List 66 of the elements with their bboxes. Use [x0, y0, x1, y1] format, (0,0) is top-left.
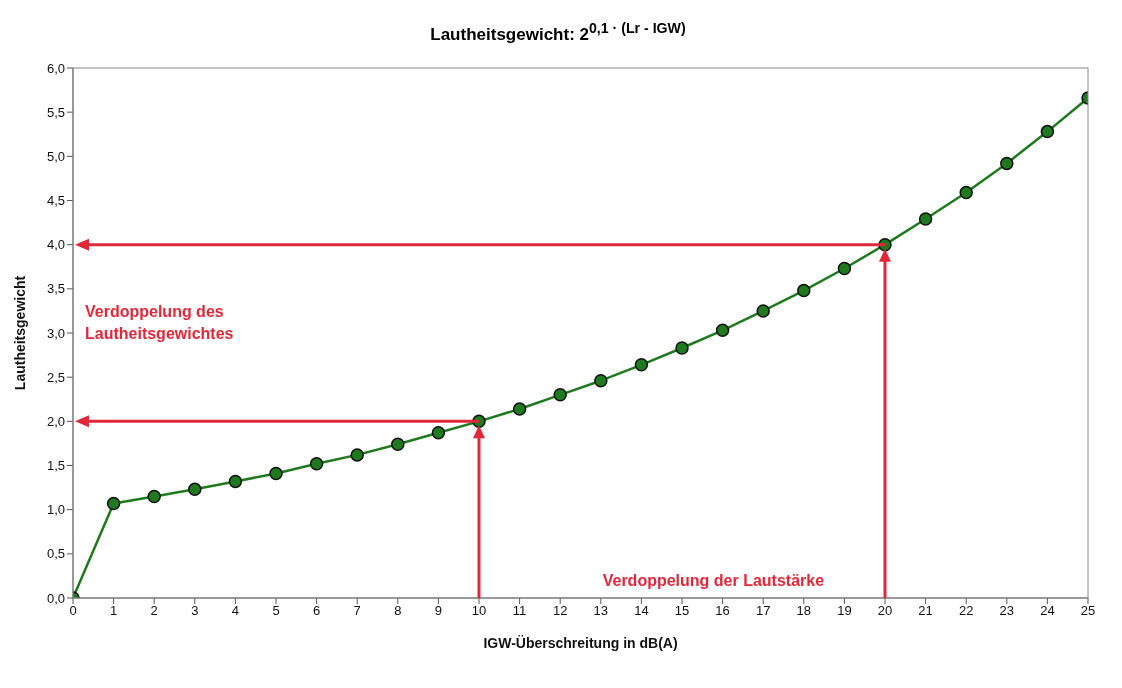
- x-tick-label: 24: [1040, 603, 1055, 619]
- x-tick-label: 6: [312, 603, 321, 619]
- x-tick-label: 3: [191, 603, 199, 619]
- point: [431, 426, 446, 440]
- y-tick-label: 6,0: [46, 60, 65, 76]
- x-tick-label: 20: [877, 603, 893, 619]
- x-tick-label: 7: [353, 603, 361, 619]
- annotation: Verdoppelung des Lautheitsgewichtes: [85, 303, 234, 343]
- x-tick-label: 1: [109, 603, 118, 619]
- y-tick-label: 1,0: [46, 502, 65, 518]
- point: [269, 466, 283, 481]
- x-tick-label: 19: [837, 603, 852, 619]
- x-tick-label: 13: [593, 603, 609, 619]
- x-tick-label: 5: [272, 603, 280, 619]
- point: [1000, 156, 1014, 171]
- y-tick-label: 0,5: [46, 546, 65, 562]
- point: [147, 489, 161, 504]
- point: [837, 261, 852, 276]
- x-tick-label: 17: [755, 603, 771, 619]
- y-tick-label: 3,5: [46, 281, 65, 297]
- x-tick-label: 16: [715, 603, 730, 619]
- point: [715, 323, 730, 338]
- x-tick-label: 10: [471, 603, 487, 619]
- point: [594, 373, 608, 388]
- x-tick-label: 15: [674, 603, 690, 619]
- y-tick-label: 2,0: [46, 413, 65, 429]
- chart-title: Lautheitsgewicht: 2$^{0,1 · (Lr - IGW)}$: [429, 19, 687, 46]
- point: [675, 341, 689, 355]
- x-tick-label: 18: [796, 603, 812, 619]
- y-tick-label: 4,0: [46, 237, 65, 253]
- y-tick-label: 3,0: [46, 325, 65, 341]
- x-tick-label: 21: [918, 603, 933, 619]
- annotation: Verdoppelung der Lautstärke: [602, 572, 825, 589]
- point: [1040, 124, 1055, 139]
- x-tick-label: 0: [69, 603, 77, 619]
- y-tick-label: 5,5: [46, 104, 65, 120]
- point: [959, 185, 973, 200]
- x-tick-label: 14: [634, 603, 649, 619]
- point: [350, 448, 364, 462]
- point: [634, 358, 649, 372]
- point: [797, 283, 811, 298]
- x-tick-label: 8: [394, 603, 402, 619]
- point: [391, 437, 405, 452]
- x-tick-label: 25: [1080, 603, 1096, 619]
- point: [309, 456, 324, 471]
- point: [756, 304, 770, 318]
- x-tick-label: 22: [958, 603, 974, 619]
- point: [106, 496, 121, 511]
- y-tick-label: 4,5: [46, 193, 65, 209]
- point: [553, 388, 567, 402]
- x-axis-title: IGW-Überschreitung in dB(A): [483, 635, 678, 651]
- x-tick-label: 9: [434, 603, 443, 619]
- y-tick-label: 0,0: [46, 590, 65, 606]
- y-tick-label: 1,5: [46, 458, 65, 474]
- point: [188, 482, 202, 497]
- y-tick-label: 2,5: [46, 369, 65, 385]
- x-tick-label: 23: [999, 603, 1015, 619]
- x-tick-label: 4: [231, 603, 240, 619]
- point: [228, 474, 243, 489]
- point: [918, 212, 933, 226]
- y-tick-label: 5,0: [46, 148, 65, 164]
- y-axis-title: Lautheitsgewicht: [11, 275, 28, 391]
- x-tick-label: 12: [552, 603, 568, 619]
- x-tick-label: 11: [512, 603, 527, 619]
- x-tick-label: 2: [150, 603, 158, 619]
- point: [512, 402, 527, 416]
